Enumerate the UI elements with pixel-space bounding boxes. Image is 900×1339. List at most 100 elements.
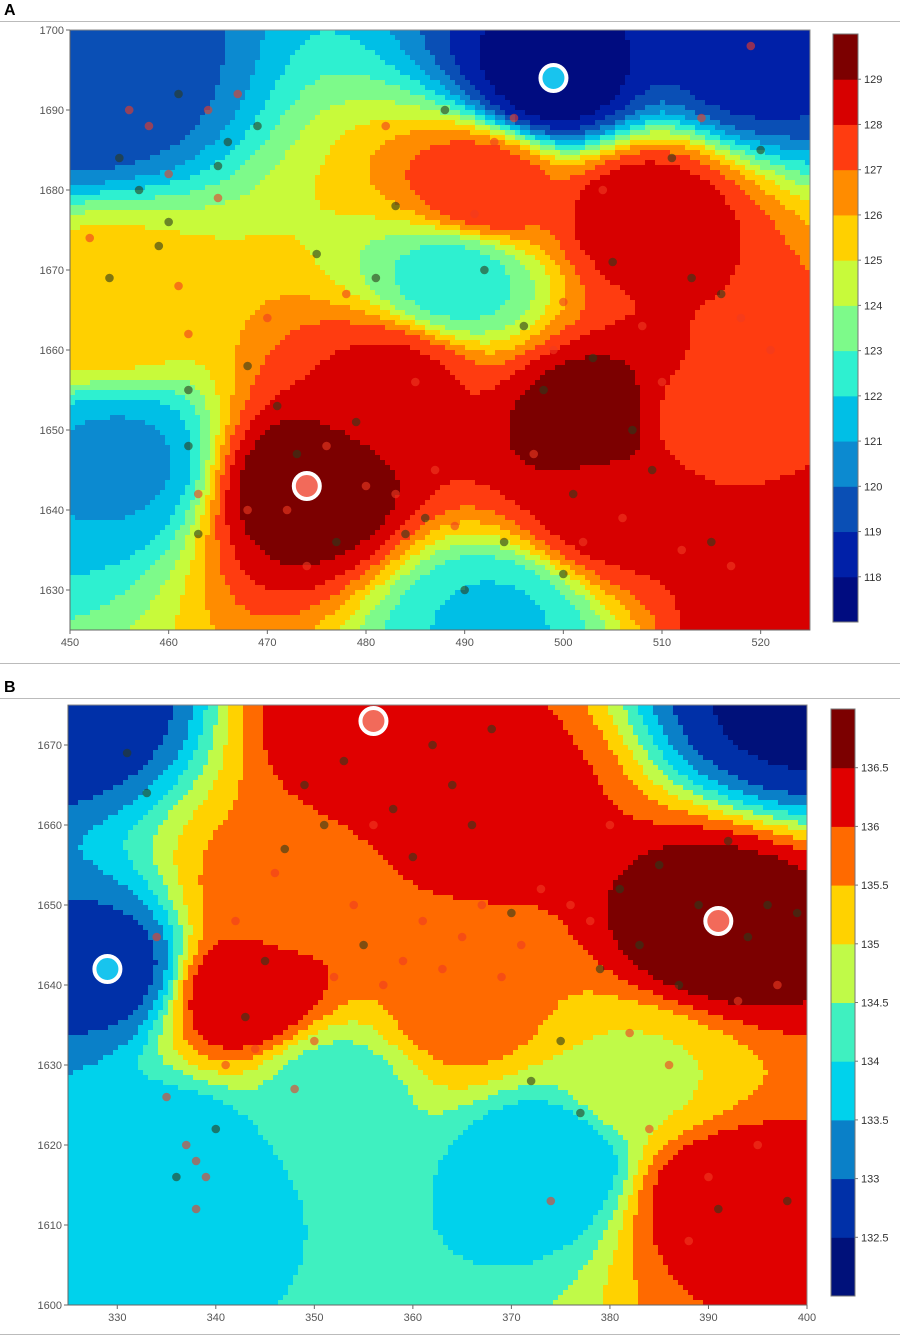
observation-point [145,122,154,131]
contour-chart-b: 330 340 350 360 370 380 390 4001600161016201630… [0,699,900,1334]
observation-point [527,1077,536,1086]
observation-point [349,901,358,910]
observation-point [214,194,223,203]
observation-point [192,1157,201,1166]
observation-point [409,853,418,862]
colorbar-band [831,1120,855,1179]
observation-point [756,146,765,155]
observation-point [599,186,608,195]
x-tick-label: 380 [601,1312,619,1324]
observation-point [411,378,420,387]
observation-point [549,346,558,355]
y-tick-label: 1600 [38,1300,62,1312]
observation-point [243,506,252,515]
observation-point [293,450,302,459]
x-tick-label: 370 [502,1312,520,1324]
x-tick-label: 360 [404,1312,422,1324]
x-tick-label: 350 [305,1312,323,1324]
observation-point [470,210,479,219]
panel-a-label: A [4,2,16,20]
maximum-marker [360,708,386,734]
x-tick-label: 510 [653,637,671,649]
observation-point [352,418,361,427]
observation-point [697,114,706,123]
observation-point [174,90,183,99]
observation-point [569,490,578,499]
observation-point [783,1197,792,1206]
observation-point [418,917,427,926]
y-tick-label: 1690 [40,105,64,117]
observation-point [194,530,203,539]
x-tick-label: 390 [699,1312,717,1324]
y-tick-label: 1700 [40,25,64,37]
observation-point [625,1029,634,1038]
observation-point [123,749,132,758]
colorbar-label: 123 [864,346,882,358]
colorbar-label: 122 [864,391,882,403]
colorbar-band [833,170,858,216]
observation-point [369,821,378,830]
observation-point [105,274,114,283]
colorbar-band [833,34,858,80]
observation-point [793,909,802,918]
observation-point [724,837,733,846]
observation-point [115,154,124,163]
maximum-marker [705,908,731,934]
colorbar-band [833,79,858,125]
observation-point [224,138,233,147]
observation-point [273,402,282,411]
observation-point [204,106,213,115]
colorbar-band [833,351,858,397]
observation-point [763,901,772,910]
x-tick-label: 500 [554,637,572,649]
observation-point [164,218,173,227]
contour-chart-a: 450 460 470 480 490 500 510 5201630164016501660… [0,22,900,662]
observation-point [727,562,736,571]
colorbar-label: 124 [864,300,882,312]
observation-point [747,42,756,51]
colorbar-label: 134.5 [861,998,889,1010]
colorbar-band [831,1003,855,1062]
observation-point [214,162,223,171]
observation-point [687,274,696,283]
observation-point [520,322,529,331]
colorbar-label: 129 [864,74,882,86]
observation-point [677,546,686,555]
colorbar-label: 135.5 [861,880,889,892]
observation-point [628,426,637,435]
observation-point [401,530,410,539]
contour-field [68,705,807,1305]
colorbar-band [831,1061,855,1120]
observation-point [184,330,193,339]
observation-point [615,885,624,894]
observation-point [658,378,667,387]
y-tick-label: 1610 [38,1220,62,1232]
colorbar-band [831,1179,855,1238]
observation-point [458,933,467,942]
observation-point [468,821,477,830]
observation-point [233,90,242,99]
colorbar-label: 133 [861,1174,879,1186]
observation-point [448,781,457,790]
x-tick-label: 490 [455,637,473,649]
observation-point [766,346,775,355]
observation-point [174,282,183,291]
observation-point [253,122,262,131]
x-tick-label: 470 [258,637,276,649]
colorbar-band [833,260,858,306]
y-tick-label: 1660 [38,820,62,832]
observation-point [372,274,381,283]
observation-point [556,1037,565,1046]
observation-point [320,821,329,830]
observation-point [303,562,312,571]
observation-point [332,538,341,547]
observation-point [714,1205,723,1214]
colorbar-label: 126 [864,210,882,222]
observation-point [290,1085,299,1094]
y-tick-label: 1670 [38,740,62,752]
colorbar-band [831,768,855,827]
observation-point [261,957,270,966]
colorbar-label: 135 [861,939,879,951]
observation-point [694,901,703,910]
observation-point [668,154,677,163]
